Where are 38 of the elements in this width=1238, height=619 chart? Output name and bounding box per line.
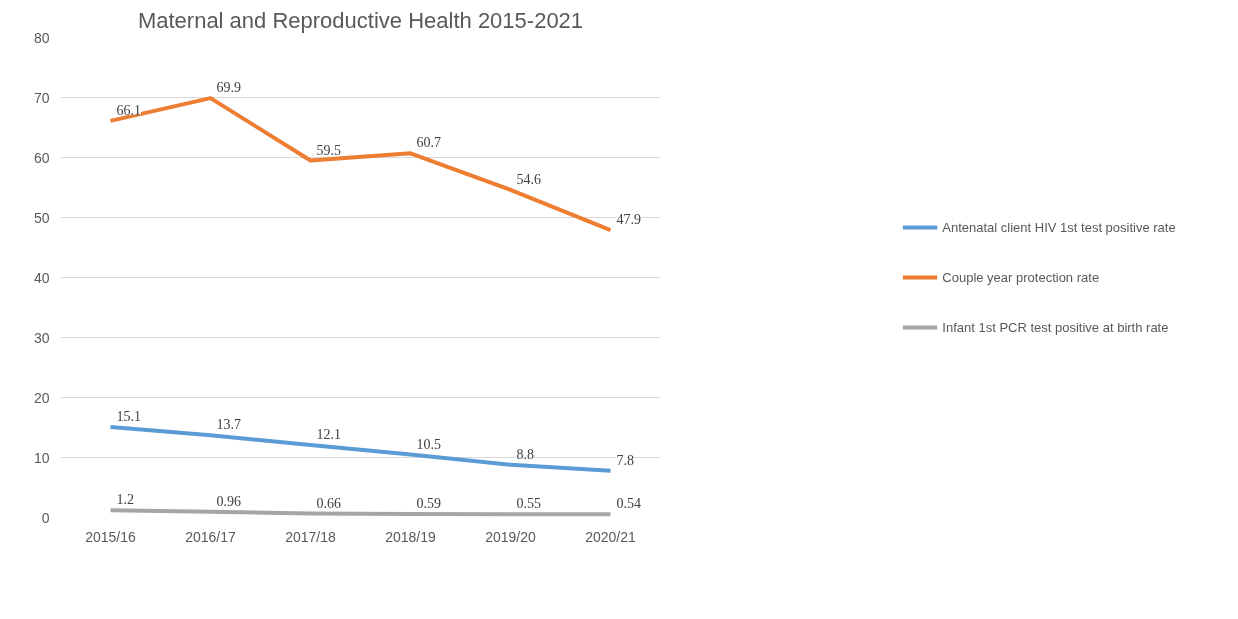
y-tick-label: 20: [33, 389, 50, 406]
y-tick-label: 50: [33, 209, 50, 226]
y-tick-label: 0: [41, 509, 50, 526]
data-label: 12.1: [316, 426, 341, 442]
y-tick-label: 80: [33, 29, 50, 46]
data-label: 0.66: [316, 495, 341, 511]
data-label: 0.54: [616, 496, 641, 512]
x-tick-label: 2016/17: [185, 528, 237, 545]
data-label: 13.7: [216, 417, 241, 433]
legend-label: Infant 1st PCR test positive at birth rate: [942, 319, 1169, 335]
legend-label: Antenatal client HIV 1st test positive rate: [942, 219, 1176, 235]
y-tick-label: 60: [33, 149, 50, 166]
data-label: 0.55: [516, 496, 541, 512]
data-label: 10.5: [416, 436, 441, 452]
data-label: 0.59: [416, 495, 441, 511]
data-label: 8.8: [516, 446, 534, 462]
legend-label: Couple year protection rate: [942, 269, 1100, 285]
x-tick-label: 2020/21: [585, 528, 637, 545]
y-tick-label: 70: [33, 89, 50, 106]
data-label: 66.1: [116, 102, 141, 118]
data-label: 1.2: [116, 492, 134, 508]
y-tick-label: 30: [33, 329, 50, 346]
chart-title: Maternal and Reproductive Health 2015-2021: [137, 7, 584, 33]
x-tick-label: 2017/18: [285, 528, 337, 545]
data-label: 60.7: [416, 135, 441, 151]
line-series: [108, 96, 613, 233]
data-label: 7.8: [616, 452, 634, 468]
y-tick-label: 10: [33, 449, 50, 466]
data-label: 0.96: [216, 493, 241, 509]
x-tick-label: 2019/20: [485, 528, 537, 545]
data-label: 15.1: [116, 408, 141, 424]
data-label: 59.5: [316, 142, 341, 158]
x-tick-label: 2015/16: [85, 528, 137, 545]
data-label: 47.9: [616, 212, 641, 228]
data-label: 54.6: [516, 171, 541, 187]
y-tick-label: 40: [33, 269, 50, 286]
data-label: 69.9: [216, 80, 241, 96]
x-tick-label: 2018/19: [385, 528, 437, 545]
